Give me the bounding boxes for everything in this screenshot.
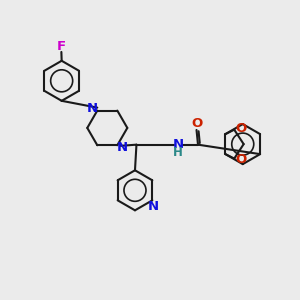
Text: F: F xyxy=(57,40,66,53)
Text: N: N xyxy=(147,200,158,213)
Text: H: H xyxy=(173,146,183,159)
Text: O: O xyxy=(235,153,246,166)
Text: N: N xyxy=(117,141,128,154)
Text: O: O xyxy=(191,117,202,130)
Text: N: N xyxy=(173,138,184,151)
Text: O: O xyxy=(235,122,246,135)
Text: N: N xyxy=(86,102,98,115)
